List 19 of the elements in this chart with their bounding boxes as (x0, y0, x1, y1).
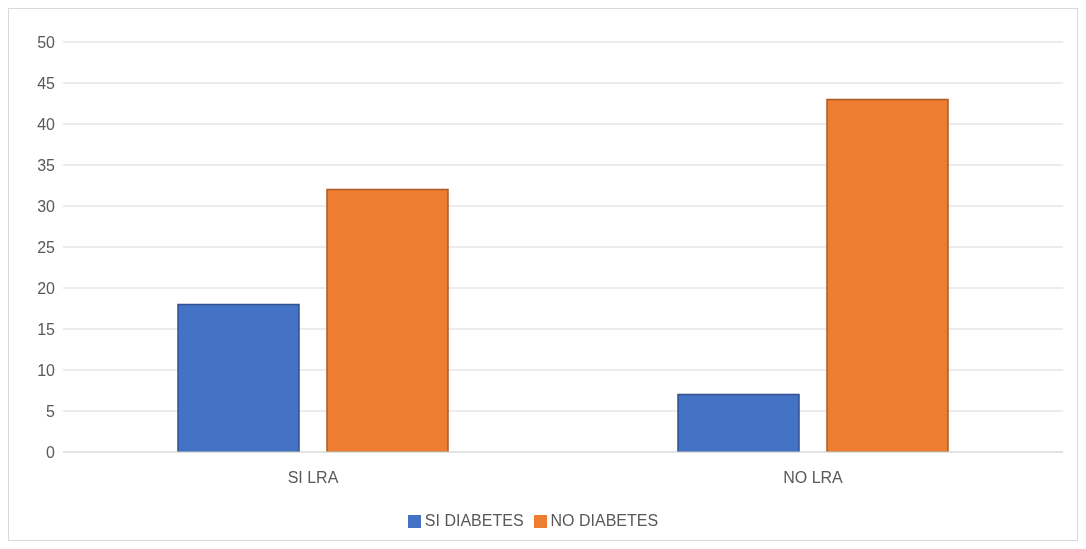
y-tick-label: 50 (37, 33, 56, 51)
bar (677, 393, 800, 452)
y-tick-label: 45 (37, 74, 56, 92)
bar (826, 98, 949, 452)
x-tick-label: SI LRA (287, 469, 339, 487)
bar (326, 188, 449, 452)
y-tick-label: 25 (37, 238, 56, 256)
bar (177, 303, 300, 452)
y-tick-label: 0 (46, 443, 56, 461)
y-tick-label: 10 (37, 361, 56, 379)
y-tick-label: 40 (37, 115, 56, 133)
y-tick-label: 35 (37, 156, 56, 174)
y-tick-label: 20 (37, 279, 56, 297)
legend-label: SI DIABETES (424, 512, 524, 529)
x-tick-label: NO LRA (783, 469, 844, 487)
y-tick-label: 30 (37, 197, 56, 215)
legend-label: NO DIABETES (550, 512, 659, 529)
y-tick-label: 15 (37, 320, 56, 338)
y-tick-label: 5 (46, 402, 56, 420)
